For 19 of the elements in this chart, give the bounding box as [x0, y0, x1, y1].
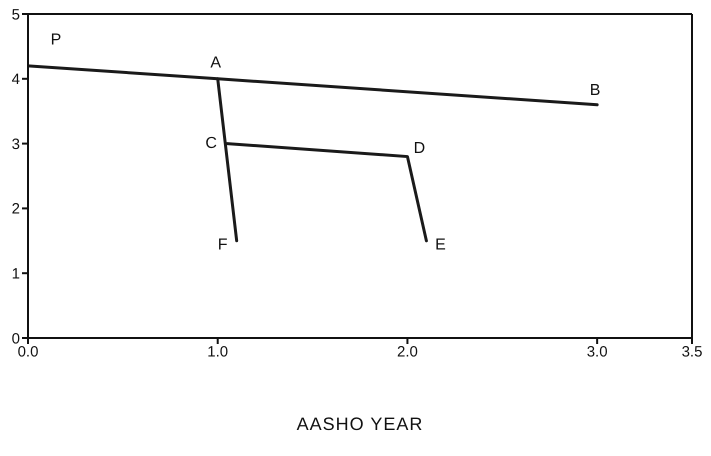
- y-tick-label: 4: [12, 71, 20, 88]
- annotation: B: [590, 82, 600, 100]
- annotation: P: [50, 31, 62, 48]
- x-axis-title: AASHO YEAR: [296, 414, 424, 434]
- x-tick-label: 3.0: [586, 344, 608, 361]
- annotation: F: [218, 236, 228, 254]
- annotation: A: [210, 54, 222, 72]
- y-tick-label: 3: [12, 136, 20, 153]
- x-tick-label: 3.5: [682, 344, 702, 361]
- y-tick-label: 0: [12, 330, 20, 348]
- annotation: E: [435, 236, 446, 254]
- y-tick-label: 1: [12, 266, 20, 283]
- x-tick-label: 0.0: [18, 344, 38, 361]
- x-tick-label: 2.0: [397, 344, 418, 361]
- x-tick-label: 1.0: [207, 344, 228, 361]
- annotation: C: [205, 135, 217, 152]
- y-tick-label: 2: [12, 200, 20, 218]
- y-tick-label: 5: [12, 6, 20, 24]
- annotation: D: [414, 140, 426, 158]
